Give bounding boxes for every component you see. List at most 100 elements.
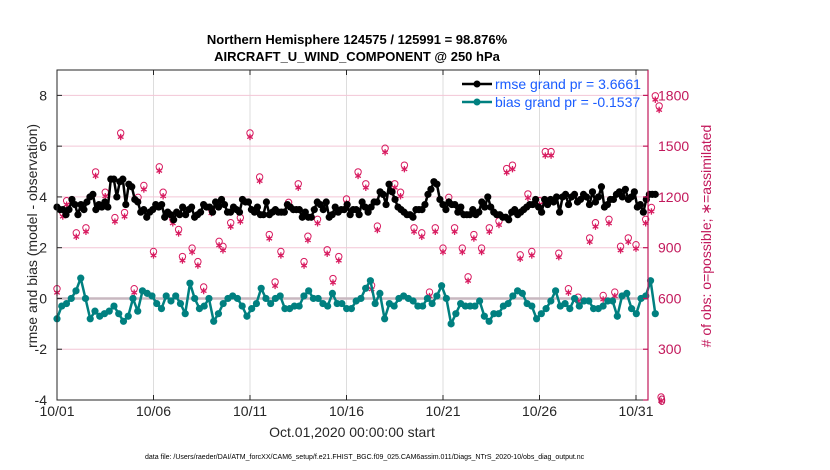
asterisk-stroke: [194, 263, 201, 268]
rmse-point: [639, 208, 647, 216]
bias-point: [62, 299, 71, 308]
bias-point: [81, 294, 90, 303]
obs-assimilated-marker: [295, 184, 302, 191]
asterisk-stroke: [271, 283, 279, 289]
data-file-footnote: data file: /Users/raeder/DAI/ATM_forcXX/…: [145, 454, 585, 461]
bias-point: [314, 294, 322, 303]
rmse-point: [582, 193, 591, 201]
bias-point: [210, 317, 218, 325]
bias-point: [613, 312, 621, 320]
asterisk-stroke: [362, 185, 369, 190]
asterisk-stroke: [277, 253, 284, 258]
y-axis-label: rmse and bias (model - observation): [24, 124, 40, 348]
rmse-point: [588, 188, 597, 196]
rmse-point: [71, 200, 79, 209]
obs-assimilated-marker: [503, 169, 510, 176]
obs-assimilated-marker: [277, 252, 284, 259]
y-axis-ticks: -4 -2 0 2 4 6 8: [35, 87, 62, 408]
asterisk-stroke: [295, 185, 302, 190]
rmse-point: [433, 180, 441, 188]
obs-assimilated-marker: [381, 149, 389, 156]
bias-point: [300, 292, 308, 300]
rmse-point: [570, 190, 579, 198]
asterisk-stroke: [657, 398, 665, 404]
asterisk-stroke: [611, 293, 618, 299]
bias-point: [110, 302, 118, 310]
obs-assimilated-marker: [451, 228, 458, 235]
asterisk-stroke: [486, 229, 493, 234]
obs-assimilated-marker: [246, 133, 254, 141]
rmse-point: [113, 193, 121, 201]
y-tick-label: 4: [39, 189, 47, 205]
rmse-point: [208, 208, 217, 216]
asterisk-stroke: [121, 214, 128, 219]
rmse-point: [280, 208, 288, 216]
y2-tick-label: 600: [658, 290, 682, 306]
asterisk-stroke: [547, 153, 555, 158]
y-tick-label: 6: [39, 138, 47, 154]
asterisk-stroke: [63, 202, 70, 207]
y2-tick-label: 1200: [658, 189, 689, 205]
bias-point: [243, 312, 251, 320]
legend-bias-marker: [473, 98, 481, 106]
obs-assimilated-marker: [304, 237, 312, 244]
asterisk-stroke: [592, 224, 599, 229]
rmse-point: [104, 203, 112, 211]
rmse-point: [585, 200, 594, 209]
asterisk-stroke: [503, 170, 510, 175]
obs-assimilated-marker: [354, 172, 362, 180]
rmse-point: [140, 206, 148, 214]
rmse-point: [319, 206, 327, 214]
x-axis-ticks: 10/01 10/06 10/11 10/16 10/21 10/26 10/31: [39, 70, 654, 419]
bias-point: [438, 282, 446, 290]
bias-point: [381, 315, 389, 323]
bias-point: [599, 302, 607, 310]
rmse-point: [343, 200, 351, 209]
asterisk-stroke: [179, 258, 186, 263]
rmse-point: [355, 211, 363, 219]
asterisk-stroke: [517, 256, 524, 262]
rmse-point: [388, 188, 396, 196]
obs-assimilated-marker: [140, 186, 147, 193]
asterisk-stroke: [401, 166, 408, 172]
y2-tick-label: 900: [658, 240, 682, 256]
legend: rmse grand pr = 3.6661 bias grand pr = -…: [462, 76, 641, 110]
rmse-point: [307, 213, 315, 221]
bias-point: [528, 302, 536, 310]
asterisk-stroke: [509, 166, 516, 172]
asterisk-stroke: [314, 221, 321, 226]
asterisk-stroke: [464, 278, 472, 284]
asterisk-stroke: [354, 173, 362, 179]
bias-point: [509, 292, 517, 300]
obs-assimilated-marker: [179, 257, 186, 264]
rmse-point: [630, 188, 638, 196]
rmse-point: [594, 193, 603, 201]
bias-point: [205, 294, 213, 303]
bias-point: [186, 279, 194, 287]
obs-assimilated-marker: [401, 165, 408, 173]
bias-point: [324, 302, 332, 310]
asterisk-stroke: [324, 251, 331, 256]
bias-point: [570, 294, 579, 303]
asterisk-stroke: [175, 231, 182, 236]
rmse-point: [80, 206, 88, 214]
bias-point: [608, 297, 617, 305]
obs-assimilated-marker: [160, 193, 167, 200]
rmse-point: [382, 200, 390, 209]
rmse-point: [532, 195, 540, 204]
obs-assimilated-marker: [92, 172, 99, 180]
rmse-point: [122, 200, 130, 209]
obs-assimilated-marker: [175, 230, 182, 237]
asterisk-stroke: [586, 239, 593, 245]
asterisk-stroke: [200, 288, 207, 294]
y-tick-label: 0: [39, 290, 47, 306]
y2-tick-label: 1800: [658, 87, 689, 103]
asterisk-stroke: [237, 219, 244, 224]
bias-point: [423, 294, 431, 303]
legend-bias-label: bias grand pr = -0.1537: [495, 94, 640, 110]
obs-assimilated-marker: [194, 262, 201, 269]
rmse-point: [385, 180, 393, 188]
asterisk-stroke: [73, 234, 80, 240]
bias-point: [518, 289, 526, 297]
bias-point: [248, 305, 256, 313]
